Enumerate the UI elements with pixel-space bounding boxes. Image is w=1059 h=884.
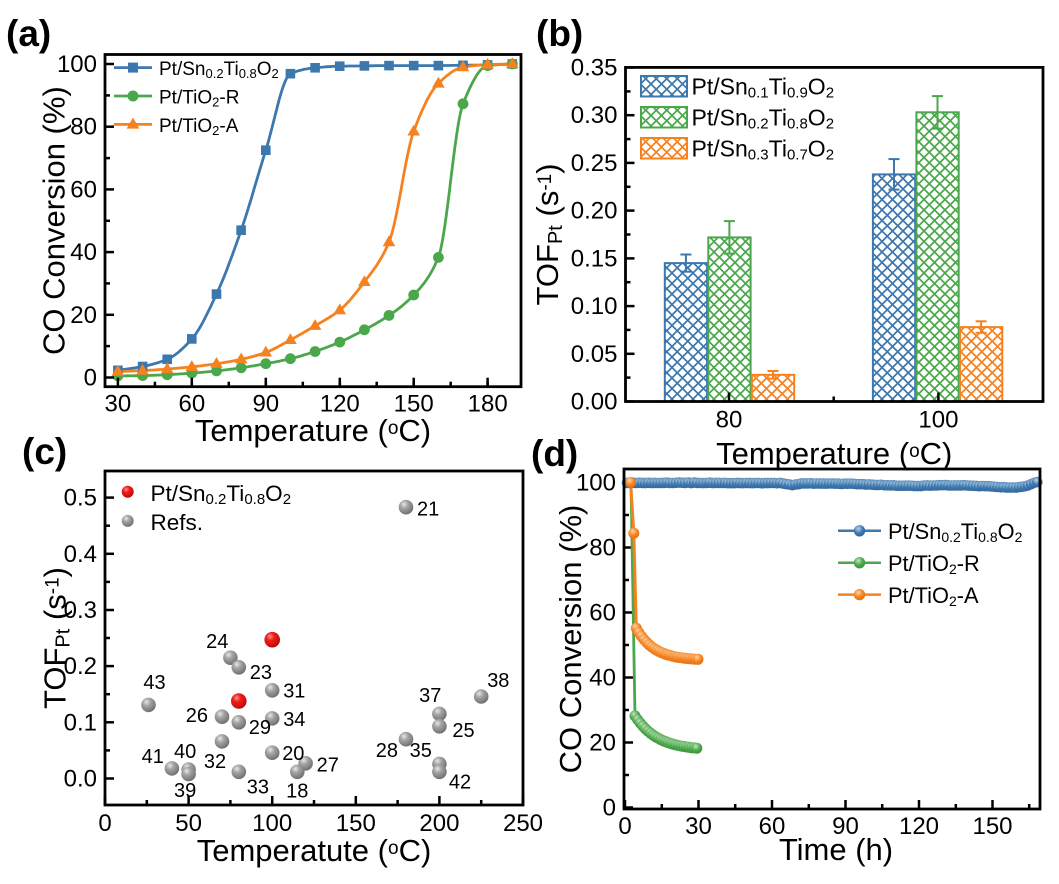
- svg-text:120: 120: [899, 813, 939, 840]
- svg-text:0.35: 0.35: [571, 54, 618, 81]
- svg-text:Refs.: Refs.: [151, 510, 204, 535]
- svg-text:0.0: 0.0: [64, 766, 97, 793]
- svg-text:100: 100: [57, 51, 97, 78]
- svg-text:30: 30: [685, 813, 712, 840]
- svg-text:33: 33: [247, 776, 269, 798]
- svg-text:60: 60: [759, 813, 786, 840]
- svg-text:(c): (c): [22, 431, 67, 472]
- svg-text:40: 40: [70, 239, 97, 266]
- svg-text:80: 80: [716, 407, 743, 434]
- svg-text:90: 90: [832, 813, 859, 840]
- svg-text:0.4: 0.4: [64, 541, 97, 568]
- svg-text:34: 34: [283, 709, 305, 731]
- svg-text:0.25: 0.25: [571, 150, 618, 177]
- svg-text:100: 100: [252, 810, 292, 837]
- svg-text:29: 29: [249, 717, 271, 739]
- svg-text:20: 20: [282, 743, 304, 765]
- svg-text:0.1: 0.1: [64, 709, 97, 736]
- svg-text:250: 250: [503, 810, 543, 837]
- svg-text:50: 50: [175, 810, 202, 837]
- svg-text:26: 26: [186, 705, 208, 727]
- svg-text:20: 20: [70, 302, 97, 329]
- svg-text:42: 42: [449, 771, 471, 793]
- svg-text:0: 0: [603, 795, 616, 822]
- svg-text:28: 28: [376, 740, 398, 762]
- svg-text:100: 100: [576, 470, 616, 497]
- svg-text:39: 39: [174, 780, 196, 802]
- svg-text:31: 31: [283, 680, 305, 702]
- svg-text:0.30: 0.30: [571, 102, 618, 129]
- svg-text:180: 180: [468, 391, 508, 418]
- svg-text:150: 150: [972, 813, 1012, 840]
- svg-text:(b): (b): [536, 13, 583, 54]
- svg-text:0.20: 0.20: [571, 198, 618, 225]
- svg-text:27: 27: [317, 754, 339, 776]
- svg-text:CO Conversion (%): CO Conversion (%): [553, 505, 588, 774]
- svg-text:0.2: 0.2: [64, 653, 97, 680]
- svg-text:37: 37: [419, 685, 441, 707]
- svg-text:80: 80: [589, 535, 616, 562]
- svg-text:Pt/TiO2-A: Pt/TiO2-A: [888, 583, 979, 609]
- svg-text:20: 20: [589, 730, 616, 757]
- svg-text:40: 40: [589, 665, 616, 692]
- svg-text:60: 60: [70, 176, 97, 203]
- svg-text:0.5: 0.5: [64, 485, 97, 512]
- svg-text:200: 200: [419, 810, 459, 837]
- svg-text:150: 150: [394, 391, 434, 418]
- svg-text:100: 100: [918, 407, 958, 434]
- svg-text:60: 60: [178, 391, 205, 418]
- svg-text:Pt/TiO2-R: Pt/TiO2-R: [888, 551, 980, 577]
- svg-text:24: 24: [206, 631, 228, 653]
- svg-text:18: 18: [286, 780, 308, 802]
- svg-text:0: 0: [98, 810, 111, 837]
- svg-text:0.00: 0.00: [571, 389, 618, 416]
- svg-text:80: 80: [70, 114, 97, 141]
- svg-text:(a): (a): [6, 13, 51, 54]
- svg-text:38: 38: [487, 670, 509, 692]
- svg-text:35: 35: [410, 740, 432, 762]
- svg-text:Pt/TiO2-A: Pt/TiO2-A: [159, 116, 239, 138]
- svg-text:23: 23: [250, 662, 272, 684]
- svg-text:120: 120: [320, 391, 360, 418]
- svg-text:25: 25: [452, 720, 474, 742]
- svg-text:60: 60: [589, 600, 616, 627]
- svg-text:32: 32: [204, 751, 226, 773]
- svg-text:Time (h): Time (h): [779, 832, 893, 867]
- svg-text:0.05: 0.05: [571, 341, 618, 368]
- svg-text:21: 21: [417, 499, 439, 521]
- svg-text:Pt/TiO2-R: Pt/TiO2-R: [159, 88, 239, 110]
- svg-text:30: 30: [105, 391, 132, 418]
- svg-text:0: 0: [618, 813, 631, 840]
- svg-text:43: 43: [143, 672, 165, 694]
- svg-text:150: 150: [336, 810, 376, 837]
- svg-text:CO Conversion (%): CO Conversion (%): [37, 86, 72, 355]
- svg-text:41: 41: [142, 746, 164, 768]
- svg-text:0.10: 0.10: [571, 293, 618, 320]
- svg-text:0.15: 0.15: [571, 245, 618, 272]
- svg-text:0: 0: [84, 365, 97, 392]
- svg-text:90: 90: [252, 391, 279, 418]
- svg-text:0.3: 0.3: [64, 597, 97, 624]
- svg-text:40: 40: [174, 741, 196, 763]
- svg-text:(d): (d): [531, 433, 578, 474]
